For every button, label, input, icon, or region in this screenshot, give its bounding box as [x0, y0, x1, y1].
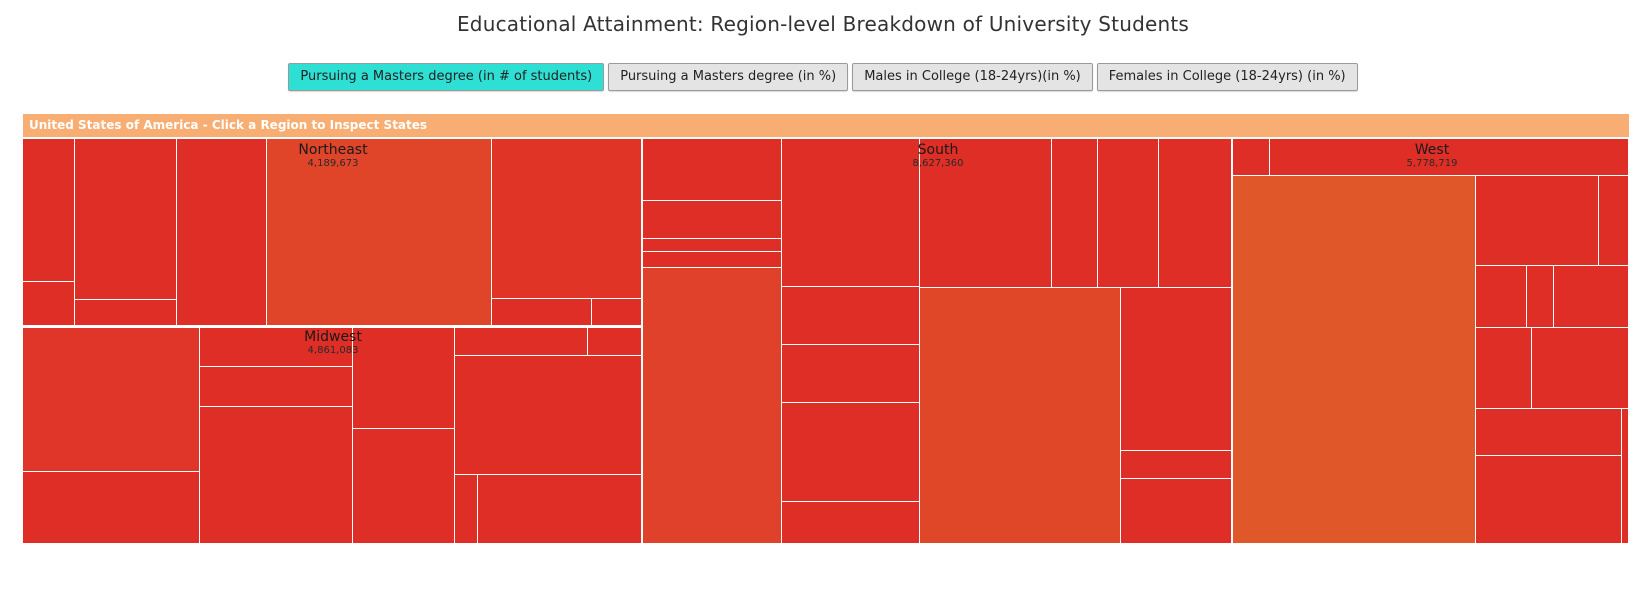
treemap-tile[interactable]	[1121, 479, 1232, 544]
treemap-tile[interactable]	[23, 282, 75, 327]
region-label-northeast: Northeast 4,189,673	[233, 142, 433, 170]
females-college-button[interactable]: Females in College (18-24yrs) (in %)	[1096, 63, 1358, 91]
region-value: 8,627,360	[912, 158, 964, 169]
treemap-tile[interactable]	[23, 327, 200, 472]
region-value: 5,778,719	[1406, 158, 1458, 169]
treemap-tile[interactable]	[782, 403, 920, 502]
treemap-tile[interactable]	[1270, 139, 1629, 176]
treemap-tile[interactable]	[1121, 451, 1232, 479]
treemap-tile[interactable]	[492, 299, 592, 327]
treemap-tile[interactable]	[782, 139, 920, 287]
treemap-tile[interactable]	[782, 287, 920, 345]
treemap-tile[interactable]	[1476, 328, 1532, 409]
treemap-tile[interactable]	[492, 139, 642, 299]
region-divider	[23, 325, 642, 328]
treemap-tile[interactable]	[1052, 139, 1098, 288]
treemap-tile[interactable]	[588, 327, 642, 356]
treemap-tile[interactable]	[200, 367, 353, 407]
treemap-tile[interactable]	[920, 288, 1121, 544]
masters-count-button[interactable]: Pursuing a Masters degree (in # of stude…	[288, 63, 605, 91]
region-label-west: West 5,778,719	[1332, 142, 1532, 170]
treemap-tile[interactable]	[353, 429, 455, 544]
treemap-tile[interactable]	[455, 475, 478, 544]
treemap-tile[interactable]	[75, 139, 177, 300]
treemap-tile[interactable]	[1476, 409, 1622, 456]
treemap-tile[interactable]	[1554, 266, 1629, 328]
region-value: 4,189,673	[307, 158, 359, 169]
treemap-tile[interactable]	[643, 252, 782, 268]
treemap-tile[interactable]	[643, 239, 782, 252]
treemap-tile[interactable]	[23, 472, 200, 544]
masters-percent-button[interactable]: Pursuing a Masters degree (in %)	[608, 63, 849, 91]
treemap-tile[interactable]	[455, 356, 642, 475]
treemap: Northeast 4,189,673 South 8,627,360 West…	[23, 139, 1629, 544]
treemap-tile[interactable]	[920, 139, 1052, 288]
treemap-tile[interactable]	[782, 345, 920, 403]
region-name: Midwest	[304, 329, 362, 345]
treemap-tile[interactable]	[643, 139, 782, 201]
treemap-tile[interactable]	[1599, 176, 1629, 266]
treemap-tile[interactable]	[1476, 456, 1622, 544]
treemap-tile[interactable]	[1532, 328, 1629, 409]
page-title: Educational Attainment: Region-level Bre…	[456, 12, 1190, 36]
region-divider	[641, 139, 643, 544]
region-name: Northeast	[298, 142, 368, 158]
region-name: West	[1414, 142, 1450, 158]
region-label-south: South 8,627,360	[838, 142, 1038, 170]
treemap-tile[interactable]	[643, 201, 782, 239]
treemap-tile[interactable]	[592, 299, 642, 327]
treemap-tile[interactable]	[1098, 139, 1159, 288]
treemap-tile[interactable]	[1527, 266, 1554, 328]
region-west[interactable]	[1233, 139, 1629, 544]
region-divider	[1231, 139, 1233, 544]
treemap-tile[interactable]	[200, 327, 353, 367]
treemap-tile[interactable]	[1159, 139, 1232, 288]
region-northeast[interactable]	[23, 139, 642, 327]
treemap-tile[interactable]	[782, 502, 920, 544]
treemap-tile[interactable]	[200, 407, 353, 544]
treemap-tile[interactable]	[1622, 409, 1629, 544]
treemap-tile[interactable]	[455, 327, 588, 356]
treemap-tile[interactable]	[643, 268, 782, 544]
males-college-button[interactable]: Males in College (18-24yrs)(in %)	[852, 63, 1093, 91]
treemap-tile[interactable]	[1121, 288, 1232, 451]
region-value: 4,861,083	[307, 345, 359, 356]
treemap-tile[interactable]	[75, 300, 177, 327]
region-south[interactable]	[643, 139, 1232, 544]
breadcrumb-banner[interactable]: United States of America - Click a Regio…	[23, 114, 1629, 137]
region-name: South	[917, 142, 959, 158]
treemap-tile[interactable]	[478, 475, 642, 544]
region-label-midwest: Midwest 4,861,083	[233, 329, 433, 357]
treemap-tile[interactable]	[23, 139, 75, 282]
treemap-tile[interactable]	[1476, 176, 1599, 266]
metric-button-group: Pursuing a Masters degree (in # of stude…	[0, 63, 1646, 91]
region-midwest[interactable]	[23, 327, 642, 544]
treemap-tile[interactable]	[1476, 266, 1527, 328]
treemap-tile[interactable]	[353, 327, 455, 429]
treemap-tile[interactable]	[1233, 139, 1270, 176]
treemap-tile[interactable]	[1233, 176, 1476, 544]
